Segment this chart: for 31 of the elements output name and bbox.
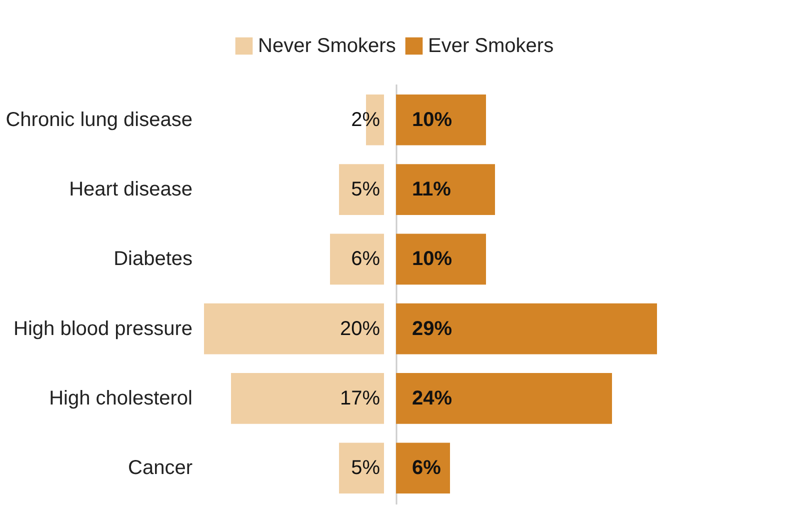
y-tick-label: Diabetes bbox=[114, 248, 192, 270]
data-label: 5% bbox=[351, 457, 380, 480]
bar bbox=[396, 94, 486, 146]
y-tick-label: High cholesterol bbox=[49, 387, 192, 410]
data-label: 5% bbox=[351, 178, 380, 201]
data-label: 2% bbox=[351, 108, 380, 131]
legend-label: Ever Smokers bbox=[428, 35, 554, 57]
bar bbox=[396, 234, 486, 285]
data-label: 10% bbox=[412, 248, 452, 270]
bar bbox=[231, 373, 384, 424]
data-label: 29% bbox=[412, 318, 452, 340]
bar bbox=[204, 303, 384, 354]
y-tick-label: Heart disease bbox=[69, 178, 192, 201]
legend-label: Never Smokers bbox=[258, 35, 396, 57]
bar bbox=[396, 164, 495, 215]
data-label: 17% bbox=[340, 387, 380, 410]
data-label: 20% bbox=[340, 318, 380, 340]
bar bbox=[396, 303, 657, 354]
bar bbox=[396, 442, 450, 494]
data-label: 6% bbox=[351, 248, 380, 270]
y-tick-label: High blood pressure bbox=[14, 318, 192, 340]
y-tick-label: Chronic lung disease bbox=[6, 108, 192, 131]
bar bbox=[330, 234, 384, 285]
data-label: 11% bbox=[412, 178, 452, 201]
bar bbox=[339, 442, 384, 494]
data-label: 24% bbox=[412, 387, 452, 410]
bar bbox=[339, 164, 384, 215]
y-tick-label: Cancer bbox=[128, 457, 193, 480]
bar bbox=[396, 373, 612, 424]
data-label: 6% bbox=[412, 457, 442, 480]
data-label: 10% bbox=[412, 108, 452, 131]
